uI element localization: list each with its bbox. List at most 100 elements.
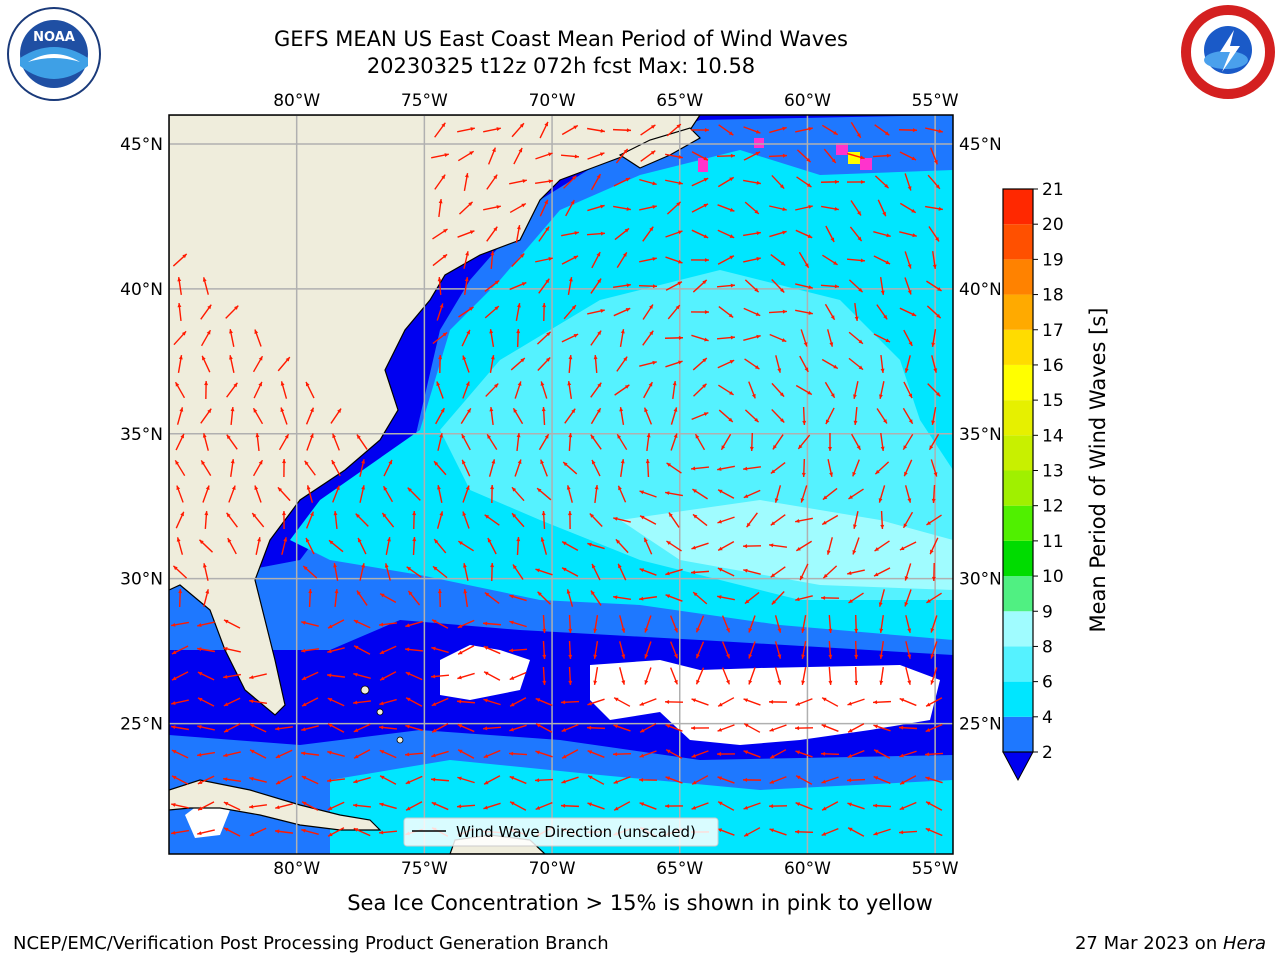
arrow-head (755, 129, 761, 134)
arrow-head (509, 727, 514, 732)
arrow-head (223, 753, 228, 758)
arrow-head (537, 488, 542, 493)
arrow-head (626, 128, 631, 133)
arrow-head (769, 828, 774, 833)
arrow-head (442, 332, 448, 337)
arrow-head (691, 753, 697, 758)
arrow-head (432, 566, 438, 571)
wind-wave-arrows (171, 121, 944, 837)
colorbar-tick-label: 12 (1042, 497, 1064, 517)
arrow-head (520, 358, 525, 363)
colorbar: 2 4 6 8 9 10 11 12 13 14 15 16 17 18 19 20 21 Mean Perio… (1002, 180, 1110, 782)
arrow-head (571, 305, 576, 310)
arrow-head (182, 253, 187, 259)
arrow-head (623, 356, 628, 362)
arrow-head (821, 779, 826, 784)
lat-tick-label: 45°N (120, 135, 163, 155)
arrow-head (493, 174, 498, 180)
arrow-head (301, 828, 306, 833)
arrow-head (644, 537, 648, 543)
arrow-head (438, 199, 443, 204)
arrow-head (880, 524, 885, 529)
arrow-head (437, 277, 442, 282)
arrow-head (487, 538, 492, 543)
arrow-head (899, 830, 904, 835)
arrow-head (483, 754, 489, 758)
arrow-head (907, 498, 912, 503)
arrow-head (691, 726, 696, 730)
arrow-head (548, 179, 553, 184)
arrow-head (673, 407, 678, 412)
arrow-head (540, 537, 545, 542)
arrow-head (904, 368, 909, 373)
sea-ice-cell (754, 138, 764, 148)
arrow-head (439, 433, 444, 438)
arrow-head (516, 303, 521, 308)
arrow-head (496, 205, 501, 209)
arrow-head (879, 628, 884, 633)
arrow-head (327, 750, 332, 755)
arrow-head (509, 751, 514, 756)
arrow-head (207, 304, 212, 310)
nws-logo (1181, 5, 1275, 99)
arrow-head (932, 264, 937, 269)
arrow-head (873, 803, 878, 808)
arrow-head (931, 498, 936, 503)
arrow-head (207, 408, 212, 414)
arrow-head (353, 672, 358, 677)
arrow-head (522, 179, 527, 183)
noaa-logo-text: NOAA (33, 30, 75, 45)
arrow-head (770, 754, 775, 759)
arrow-head (803, 342, 808, 347)
lon-tick-label: 55°W (912, 91, 959, 111)
wave-period-map[interactable]: 80°W 80°W 75°W 75°W 70°W 70°W 65°W 65°W 60°W 60°W… (0, 0, 1000, 900)
arrow-head (691, 805, 697, 810)
arrow-head (717, 776, 723, 781)
arrow-head (639, 777, 644, 782)
arrow-head (431, 702, 437, 706)
arrow-head (405, 647, 410, 652)
arrow-head (226, 434, 231, 440)
arrow-head (405, 672, 411, 676)
arrow-head (202, 433, 207, 438)
arrow-head (465, 251, 469, 256)
arrow-head (826, 550, 831, 555)
arrow-head (249, 832, 255, 836)
arrow-head (613, 724, 618, 729)
arrow-head (439, 303, 444, 308)
arrow-head (431, 753, 436, 758)
arrow-head (801, 654, 806, 659)
arrow-head (796, 775, 801, 780)
arrow-head (197, 724, 202, 729)
arrow-head (828, 654, 833, 659)
cuba-land (169, 779, 382, 831)
arrow-head (509, 776, 515, 780)
arrow-head (438, 355, 443, 360)
arrow-head (466, 329, 470, 335)
arrow-head (618, 563, 622, 569)
arrow-head (202, 277, 207, 282)
arrow-head (873, 572, 879, 577)
arrow-head (704, 128, 709, 132)
arrow-head (587, 542, 592, 547)
arrow-head (490, 485, 495, 490)
arrow-head (301, 620, 306, 625)
arrow-head (618, 485, 622, 491)
arrow-head (458, 541, 463, 546)
arrow-head (258, 381, 262, 387)
arrow-head (226, 512, 231, 518)
arrow-head (597, 278, 602, 284)
arrow-head (483, 805, 488, 810)
arrow-head (567, 381, 572, 386)
arrow-head (899, 753, 904, 758)
arrow-head (644, 407, 648, 413)
arrow-head (510, 702, 515, 707)
arrow-head (782, 153, 787, 158)
arrow-head (562, 754, 567, 759)
arrow-head (171, 650, 177, 654)
arrow-head (646, 433, 651, 438)
lat-tick-label: 40°N (120, 280, 163, 300)
colorbar-tick-label: 17 (1042, 321, 1064, 341)
arrow-head (798, 444, 803, 449)
chart-title: GEFS MEAN US East Coast Mean Period of W… (274, 27, 848, 51)
